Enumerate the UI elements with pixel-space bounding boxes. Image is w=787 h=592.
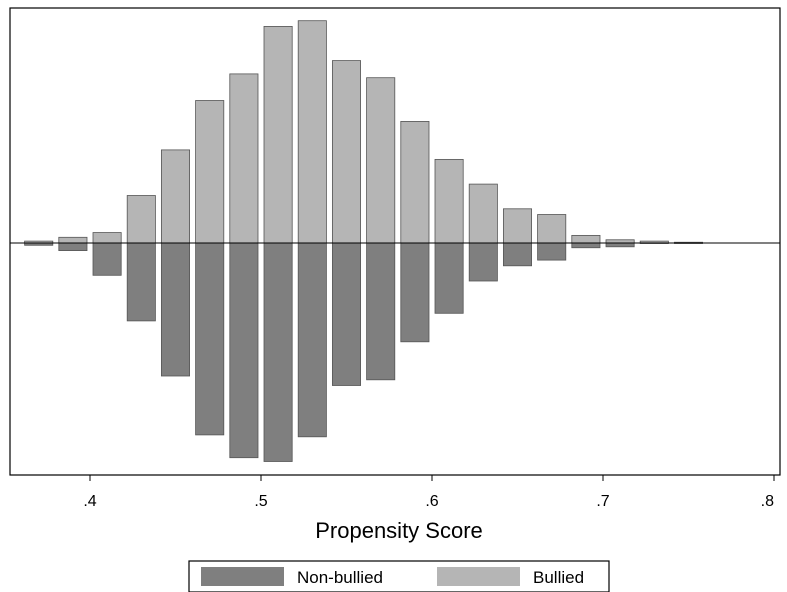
bar-bullied (400, 121, 430, 244)
bar-non-bullied (331, 242, 361, 386)
bar-bullied (92, 232, 122, 244)
bar-bullied (58, 236, 88, 244)
x-tick-label: .8 (761, 493, 774, 510)
bar-non-bullied (468, 242, 498, 282)
bar-bullied (537, 214, 567, 244)
bar-non-bullied (229, 242, 259, 459)
bar-bullied (297, 20, 327, 244)
bar-bullied (331, 60, 361, 244)
bar-non-bullied (366, 242, 396, 381)
bar-non-bullied (126, 242, 156, 322)
bar-non-bullied (160, 242, 190, 377)
bar-bullied (229, 73, 259, 244)
legend-label-bullied: Bullied (533, 568, 584, 587)
bar-non-bullied (58, 242, 88, 251)
bar-bullied (160, 149, 190, 244)
legend-label-non-bullied: Non-bullied (297, 568, 383, 587)
bar-non-bullied (434, 242, 464, 314)
plot-frame (9, 7, 781, 476)
bar-bullied (263, 25, 293, 244)
x-tick-label: .5 (254, 493, 267, 510)
bar-non-bullied (605, 242, 635, 248)
bar-non-bullied (537, 242, 567, 261)
legend: Non-bullied Bullied (188, 560, 610, 592)
bar-bullied (434, 158, 464, 244)
bar-non-bullied (263, 242, 293, 462)
x-tick-label: .7 (596, 493, 609, 510)
bar-bullied (571, 234, 601, 244)
bar-bullied (195, 100, 225, 244)
legend-swatch-bullied (437, 567, 520, 586)
bar-non-bullied (297, 242, 327, 438)
bar-bullied (502, 208, 532, 244)
bar-non-bullied (571, 242, 601, 249)
x-axis-ticks: .4 .5 .6 .7 .8 (83, 475, 775, 510)
bar-bullied (468, 183, 498, 244)
bar-bullied (366, 77, 396, 244)
bar-non-bullied (92, 242, 122, 276)
x-tick-label: .6 (425, 493, 438, 510)
bar-non-bullied (400, 242, 430, 343)
x-tick-label: .4 (83, 493, 96, 510)
x-axis-title: Propensity Score (315, 518, 483, 543)
bar-bullied (126, 195, 156, 244)
legend-swatch-non-bullied (201, 567, 284, 586)
bar-non-bullied (195, 242, 225, 436)
bar-non-bullied (502, 242, 532, 267)
